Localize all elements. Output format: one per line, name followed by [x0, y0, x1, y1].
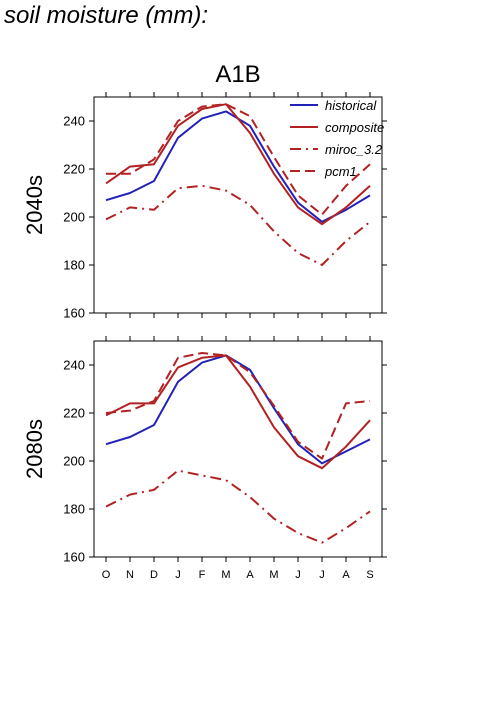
series-line-miroc_3.2: [105, 469, 371, 544]
x-tick-label: O: [102, 569, 111, 581]
page-title: soil moisture (mm):: [4, 2, 209, 29]
x-tick-label: M: [221, 569, 230, 581]
y-axis-label: 2040s: [22, 175, 47, 235]
y-tick-label: 200: [63, 210, 85, 225]
y-tick-label: 220: [63, 162, 85, 177]
x-tick-label: J: [295, 569, 301, 581]
y-tick-label: 160: [63, 550, 85, 565]
x-tick-label: N: [126, 569, 134, 581]
panel-2080s: 160 180 200 220 240 O N D J F M A M J J A S 2080s: [22, 336, 387, 581]
x-tick-label: A: [342, 569, 350, 581]
x-tick-label: J: [175, 569, 181, 581]
series-line-pcm1: [105, 352, 371, 460]
y-tick-label: 180: [63, 502, 85, 517]
y-tick-label: 240: [63, 114, 85, 129]
y-tick-label: 240: [63, 358, 85, 373]
series-line-pcm1: [106, 103, 371, 216]
y-tick-label: 160: [63, 306, 85, 321]
x-tick-label: M: [269, 569, 278, 581]
legend: historical composite miroc_3.2 pcm1: [290, 98, 384, 179]
y-tick-label: 180: [63, 258, 85, 273]
legend-label-miroc_3.2: miroc_3.2: [325, 142, 383, 157]
panel-2040s: 160 180 200 220 240 2040s historical composite m…: [22, 92, 387, 321]
y-tick-label: 200: [63, 454, 85, 469]
x-tick-label: J: [319, 569, 325, 581]
series-line-historical: [105, 354, 371, 465]
y-axis-label: 2080s: [22, 419, 47, 479]
legend-label-pcm1: pcm1: [324, 164, 357, 179]
x-tick-label: F: [199, 569, 206, 581]
x-tick-label: A: [246, 569, 254, 581]
series-line-miroc_3.2: [105, 184, 371, 266]
legend-label-composite: composite: [325, 120, 384, 135]
scenario-title: A1B: [215, 61, 260, 88]
plot-frame: [93, 96, 383, 314]
panels: 160 180 200 220 240 2040s historical composite m…: [22, 92, 387, 581]
legend-label-historical: historical: [325, 98, 377, 113]
x-tick-label: D: [150, 569, 158, 581]
x-tick-label: S: [366, 569, 373, 581]
plot-frame: [93, 340, 383, 558]
series-line-composite: [105, 354, 371, 470]
series-line-composite: [105, 103, 371, 226]
y-tick-label: 220: [63, 406, 85, 421]
